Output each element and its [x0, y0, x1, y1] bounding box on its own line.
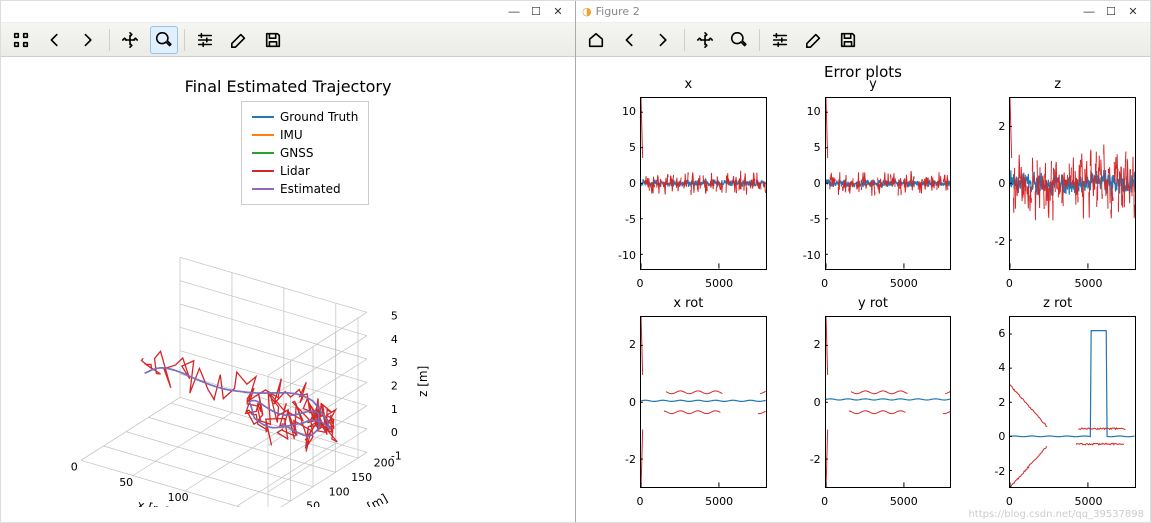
minimize-button[interactable]: —	[503, 6, 525, 18]
figure-2-window: ◑ Figure 2 — ☐ ✕ Error plots x -10-50510…	[576, 1, 1150, 522]
reset-button[interactable]	[7, 26, 35, 54]
back-button[interactable]	[616, 26, 644, 54]
axes3d[interactable]: 050100150050100150200-1012345x [m]y [m]z…	[41, 127, 441, 507]
mpl-logo-icon: ◑	[582, 5, 592, 18]
legend-item: Ground Truth	[252, 108, 358, 126]
legend-label: Ground Truth	[280, 108, 358, 126]
subplot-z[interactable]: z -20205000	[975, 93, 1140, 294]
configure-button[interactable]	[191, 26, 219, 54]
subplot-title: z	[1054, 77, 1061, 92]
svg-text:x [m]: x [m]	[136, 498, 170, 507]
svg-text:1: 1	[391, 403, 398, 416]
svg-text:-1: -1	[391, 449, 402, 462]
svg-text:0: 0	[71, 461, 78, 474]
svg-text:100: 100	[329, 485, 350, 498]
subplot-y-rot[interactable]: y rot -20205000	[791, 312, 956, 513]
svg-text:150: 150	[351, 471, 372, 484]
subplot-title: y	[869, 77, 877, 92]
svg-text:50: 50	[306, 500, 320, 507]
forward-button[interactable]	[650, 26, 678, 54]
pan-button[interactable]	[116, 26, 144, 54]
save-button[interactable]	[259, 26, 287, 54]
figure-1-canvas[interactable]: Final Estimated Trajectory Ground TruthI…	[1, 57, 575, 522]
subplot-y[interactable]: y -10-5051005000	[791, 93, 956, 294]
mpl-toolbar-2	[576, 23, 1150, 57]
svg-text:3: 3	[391, 356, 398, 369]
window-title: Figure 2	[596, 5, 640, 18]
mpl-toolbar-1	[1, 23, 575, 57]
close-button[interactable]: ✕	[547, 5, 569, 18]
pan-button[interactable]	[691, 26, 719, 54]
figure-2-canvas[interactable]: Error plots x -10-5051005000y -10-505100…	[576, 57, 1150, 522]
svg-text:150: 150	[220, 506, 241, 507]
watermark: https://blog.csdn.net/qq_39537898	[968, 509, 1144, 520]
svg-text:2: 2	[391, 379, 398, 392]
svg-text:100: 100	[168, 491, 189, 504]
zoom-button[interactable]	[150, 26, 178, 54]
svg-text:4: 4	[391, 333, 398, 346]
zoom-button[interactable]	[725, 26, 753, 54]
svg-text:y [m]: y [m]	[355, 491, 390, 507]
save-button[interactable]	[834, 26, 862, 54]
subplot-title: y rot	[858, 296, 888, 311]
svg-text:50: 50	[119, 476, 133, 489]
maximize-button[interactable]: ☐	[525, 5, 547, 18]
subplot-x-rot[interactable]: x rot -20205000	[606, 312, 771, 513]
svg-text:0: 0	[391, 426, 398, 439]
subplot-z-rot[interactable]: z rot -2024605000	[975, 312, 1140, 513]
edit-button[interactable]	[225, 26, 253, 54]
edit-button[interactable]	[800, 26, 828, 54]
subplot-title: x rot	[673, 296, 703, 311]
home-button[interactable]	[582, 26, 610, 54]
svg-text:5: 5	[391, 309, 398, 322]
back-button[interactable]	[41, 26, 69, 54]
titlebar-2: ◑ Figure 2 — ☐ ✕	[576, 1, 1150, 23]
titlebar-1: — ☐ ✕	[1, 1, 575, 23]
subplot-title: x	[684, 77, 692, 92]
figure-title: Final Estimated Trajectory	[185, 77, 392, 96]
figure-1-window: — ☐ ✕ Final Estimated Trajectory Ground …	[1, 1, 576, 522]
minimize-button[interactable]: —	[1078, 6, 1100, 18]
suptitle: Error plots	[824, 63, 902, 81]
configure-button[interactable]	[766, 26, 794, 54]
maximize-button[interactable]: ☐	[1100, 5, 1122, 18]
subplot-x[interactable]: x -10-5051005000	[606, 93, 771, 294]
subplot-title: z rot	[1043, 296, 1072, 311]
svg-text:z [m]: z [m]	[416, 366, 430, 397]
forward-button[interactable]	[75, 26, 103, 54]
close-button[interactable]: ✕	[1122, 5, 1144, 18]
